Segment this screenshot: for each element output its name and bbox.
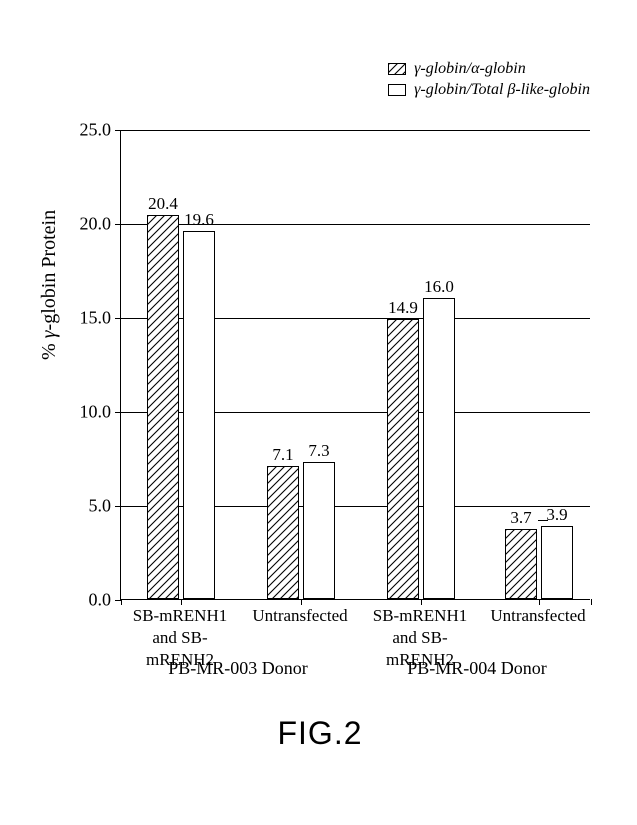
- xtick-mark: [121, 599, 122, 605]
- bar-chart: γ-globin/α-globin γ-globin/Total β-like-g…: [30, 60, 610, 760]
- donor-label: PB-MR-004 Donor: [387, 658, 567, 679]
- y-axis-label: % γ-globin Protein: [38, 210, 61, 360]
- bar-value-label: 7.1: [272, 445, 293, 465]
- bar: 3.7: [505, 529, 537, 599]
- gridline: [121, 130, 590, 131]
- legend: γ-globin/α-globin γ-globin/Total β-like-g…: [388, 60, 590, 102]
- ylabel-gamma: γ: [38, 330, 60, 338]
- ytick-mark: [115, 130, 121, 131]
- bar-value-label: 16.0: [424, 277, 454, 297]
- ytick-mark: [115, 506, 121, 507]
- plot-area: 0.05.010.015.020.025.020.419.67.17.314.9…: [120, 130, 590, 600]
- x-group-label: Untransfected: [243, 605, 357, 627]
- legend-swatch: [388, 63, 406, 75]
- x-group-label-line: Untransfected: [243, 605, 357, 627]
- legend-label: γ-globin/Total β-like-globin: [414, 81, 590, 99]
- x-group-label-line: SB-mRENH1: [363, 605, 477, 627]
- legend-label: γ-globin/α-globin: [414, 60, 526, 78]
- bar: 7.3: [303, 462, 335, 599]
- legend-swatch: [388, 84, 406, 96]
- bar: 7.1: [267, 466, 299, 599]
- x-group-label: Untransfected: [481, 605, 595, 627]
- bar-value-label: 3.7: [510, 508, 531, 528]
- ytick-label: 5.0: [89, 496, 112, 517]
- ytick-label: 0.0: [89, 590, 112, 611]
- x-group-label-line: Untransfected: [481, 605, 595, 627]
- bar-value-label: 3.9: [546, 505, 567, 525]
- ytick-label: 10.0: [80, 402, 112, 423]
- bar: 19.6: [183, 231, 215, 599]
- bar: 16.0: [423, 298, 455, 599]
- ytick-label: 15.0: [80, 308, 112, 329]
- bar: 14.9: [387, 319, 419, 599]
- bar-value-label: 14.9: [388, 298, 418, 318]
- bar: 20.4: [147, 215, 179, 599]
- ylabel-suffix: -globin Protein: [38, 210, 60, 331]
- ytick-label: 25.0: [80, 120, 112, 141]
- legend-item: γ-globin/α-globin: [388, 60, 590, 78]
- ytick-mark: [115, 318, 121, 319]
- ytick-label: 20.0: [80, 214, 112, 235]
- bar-value-label: 20.4: [148, 194, 178, 214]
- legend-item: γ-globin/Total β-like-globin: [388, 81, 590, 99]
- figure-label: FIG.2: [30, 715, 610, 752]
- x-group-label-line: SB-mRENH1: [123, 605, 237, 627]
- donor-label: PB-MR-003 Donor: [148, 658, 328, 679]
- bar-value-label: 19.6: [184, 210, 214, 230]
- ylabel-prefix: %: [38, 338, 60, 360]
- ytick-mark: [115, 224, 121, 225]
- ytick-mark: [115, 412, 121, 413]
- bar: 3.9: [541, 526, 573, 599]
- bar-value-label: 7.3: [308, 441, 329, 461]
